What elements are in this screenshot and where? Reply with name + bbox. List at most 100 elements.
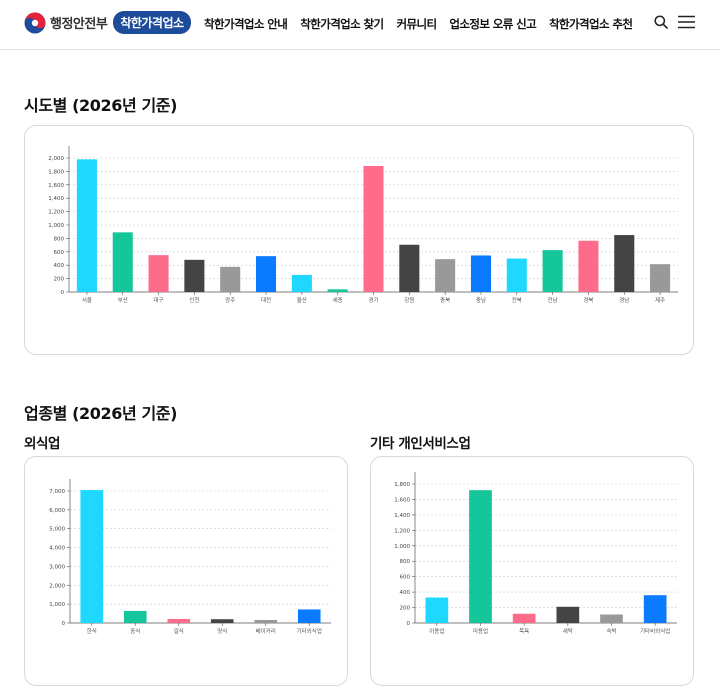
y-tick-label: 600 <box>54 250 65 256</box>
bar-service-0[interactable] <box>425 597 449 623</box>
bar-region-16[interactable] <box>650 264 671 292</box>
search-icon[interactable] <box>654 15 668 29</box>
region-section-title: 시도별 (2026년 기준) <box>24 96 178 115</box>
bar-service-3[interactable] <box>556 606 580 623</box>
y-tick-label: 0 <box>62 621 66 627</box>
bar-restaurant-1[interactable] <box>123 610 147 623</box>
x-tick-label: 일식 <box>174 627 184 635</box>
y-tick-label: 600 <box>400 575 411 581</box>
bar-region-2[interactable] <box>148 255 169 292</box>
bar-region-10[interactable] <box>435 259 456 292</box>
x-tick-label: 경북 <box>583 297 593 304</box>
nav-about[interactable]: 착한가격업소 안내 <box>204 17 288 31</box>
y-tick-label: 800 <box>400 559 411 565</box>
nav-recommend[interactable]: 착한가격업소 추천 <box>549 17 633 31</box>
bar-region-9[interactable] <box>399 244 420 292</box>
bar-region-4[interactable] <box>220 266 241 292</box>
x-tick-label: 전남 <box>548 296 558 304</box>
bar-region-11[interactable] <box>470 255 492 292</box>
main-nav: 착한가격업소 안내 착한가격업소 찾기 커뮤니티 업소정보 오류 신고 착한가격… <box>204 16 633 32</box>
y-tick-label: 6,000 <box>49 508 65 514</box>
bar-region-5[interactable] <box>255 256 277 292</box>
ministry-name: 행정안전부 <box>50 17 108 32</box>
x-tick-label: 중식 <box>130 627 140 635</box>
bar-region-12[interactable] <box>506 258 527 293</box>
y-tick-label: 400 <box>54 263 65 269</box>
x-tick-label: 전북 <box>512 296 522 304</box>
restaurant-chart-card: 0 1,000 2,000 3,000 4,000 5,000 6,000 7,000 한식 중식… <box>24 456 348 686</box>
site-header: 행정안전부 착한가격업소 착한가격업소 안내 착한가격업소 찾기 커뮤니티 업소… <box>0 0 720 50</box>
region-bar-chart: 0 200 400 600 800 1,000 1,200 1,400 1,600 1,800 2,… <box>48 146 678 304</box>
x-tick-label: 기타비외식업 <box>640 627 670 635</box>
y-tick-label: 2,000 <box>49 583 65 589</box>
y-tick-label: 1,600 <box>48 183 64 189</box>
x-tick-label: 양식 <box>217 627 227 635</box>
y-tick-label: 5,000 <box>49 527 65 533</box>
y-tick-label: 1,000 <box>48 223 64 229</box>
y-tick-label: 1,600 <box>394 497 410 503</box>
y-tick-label: 1,000 <box>394 544 410 550</box>
x-tick-label: 서울 <box>82 296 92 304</box>
bar-service-5[interactable] <box>643 595 667 623</box>
x-tick-label: 인천 <box>189 296 199 304</box>
service-chart-card: 0 200 400 600 800 1,000 1,200 1,400 1,600 1,800 이용… <box>370 456 694 686</box>
x-tick-label: 충북 <box>440 296 450 304</box>
y-tick-label: 1,400 <box>394 513 410 519</box>
bar-region-7[interactable] <box>327 289 348 292</box>
y-tick-label: 1,200 <box>394 528 410 534</box>
bar-service-4[interactable] <box>600 614 623 623</box>
bar-region-14[interactable] <box>578 240 599 292</box>
x-tick-label: 미용업 <box>473 627 488 635</box>
bar-region-15[interactable] <box>614 235 635 292</box>
nav-error-report[interactable]: 업소정보 오류 신고 <box>449 17 537 31</box>
bar-restaurant-3[interactable] <box>210 619 234 623</box>
bar-region-3[interactable] <box>184 259 205 292</box>
restaurant-chart-title: 외식업 <box>24 436 61 452</box>
service-bar-chart: 0 200 400 600 800 1,000 1,200 1,400 1,600 1,800 이용… <box>394 472 677 635</box>
x-tick-label: 강원 <box>404 296 414 304</box>
y-tick-label: 1,800 <box>394 482 410 488</box>
bar-region-8[interactable] <box>363 166 384 292</box>
x-tick-label: 대전 <box>261 296 271 304</box>
bar-restaurant-5[interactable] <box>297 609 321 623</box>
x-tick-label: 울산 <box>297 296 307 304</box>
x-tick-label: 목욕 <box>519 628 529 635</box>
x-tick-label: 충남 <box>476 296 486 304</box>
bar-service-2[interactable] <box>512 613 536 623</box>
nav-find[interactable]: 착한가격업소 찾기 <box>300 17 384 31</box>
bar-restaurant-2[interactable] <box>167 619 191 623</box>
y-tick-label: 1,000 <box>49 602 65 608</box>
x-tick-label: 한식 <box>87 627 97 635</box>
y-tick-label: 800 <box>54 236 65 242</box>
x-tick-label: 경남 <box>619 296 629 304</box>
hamburger-menu-icon[interactable] <box>678 15 695 29</box>
y-tick-label: 3,000 <box>49 564 65 570</box>
x-tick-label: 경기 <box>368 296 378 304</box>
y-tick-label: 7,000 <box>49 489 65 495</box>
region-chart-card: 0 200 400 600 800 1,000 1,200 1,400 1,600 1,800 2,… <box>24 125 694 355</box>
bar-restaurant-4[interactable] <box>254 619 278 623</box>
brand-badge: 착한가격업소 <box>113 11 191 34</box>
bar-region-1[interactable] <box>112 232 133 292</box>
government-emblem-icon <box>24 12 46 33</box>
y-tick-label: 200 <box>400 606 411 612</box>
site-logo[interactable]: 행정안전부 착한가격업소 <box>24 11 191 34</box>
y-tick-label: 1,800 <box>48 169 64 175</box>
y-tick-label: 2,000 <box>48 156 64 162</box>
restaurant-bar-chart: 0 1,000 2,000 3,000 4,000 5,000 6,000 7,000 한식 중식… <box>49 479 331 635</box>
bar-region-13[interactable] <box>542 250 563 292</box>
x-tick-label: 세종 <box>333 296 343 304</box>
y-tick-label: 4,000 <box>49 546 65 552</box>
x-tick-label: 기타외식업 <box>297 627 322 635</box>
bar-region-0[interactable] <box>76 159 97 292</box>
x-tick-label: 제주 <box>655 296 665 304</box>
y-tick-label: 1,200 <box>48 210 64 216</box>
nav-community[interactable]: 커뮤니티 <box>396 17 438 31</box>
bar-service-1[interactable] <box>469 490 492 623</box>
x-tick-label: 세탁 <box>563 627 573 635</box>
industry-section-title: 업종별 (2026년 기준) <box>24 404 178 423</box>
bar-restaurant-0[interactable] <box>80 490 104 623</box>
y-tick-label: 0 <box>61 290 65 296</box>
bar-region-6[interactable] <box>291 274 312 292</box>
x-tick-label: 이용업 <box>429 627 444 635</box>
